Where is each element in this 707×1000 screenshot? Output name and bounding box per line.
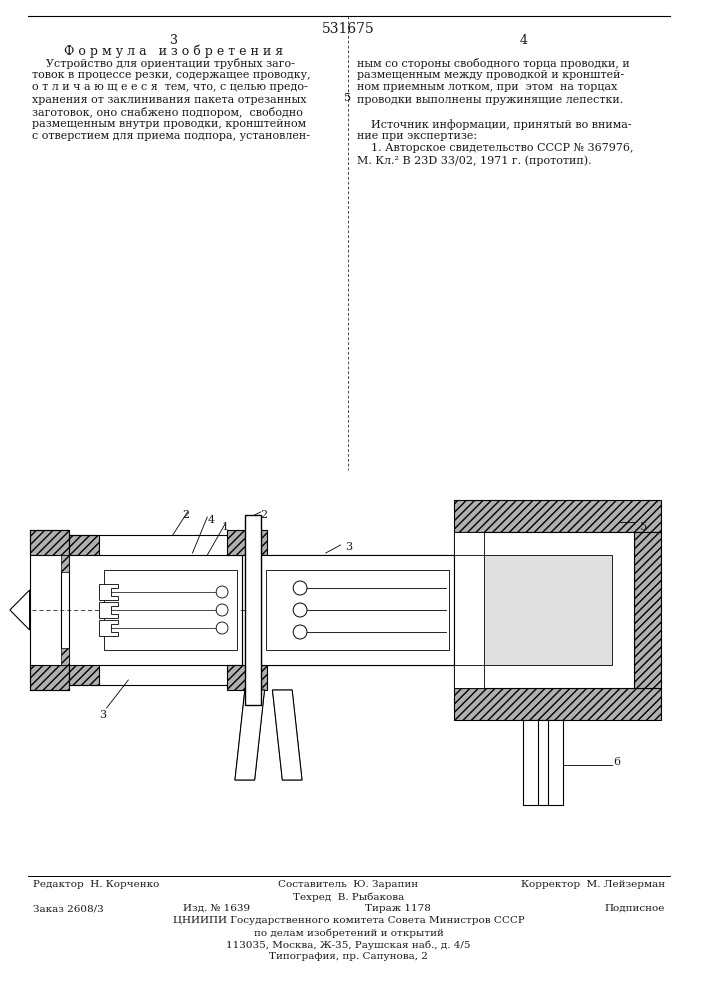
Text: 5: 5 <box>640 522 647 532</box>
Text: Заказ 2608/3: Заказ 2608/3 <box>33 904 103 913</box>
Text: заготовок, оно снабжено подпором,  свободно: заготовок, оно снабжено подпором, свобод… <box>32 107 303 118</box>
Text: 1: 1 <box>222 522 229 532</box>
Bar <box>104 570 237 650</box>
Text: хранения от заклинивания пакета отрезанных: хранения от заклинивания пакета отрезанн… <box>32 95 306 105</box>
Polygon shape <box>454 500 661 532</box>
Bar <box>454 532 484 555</box>
Text: 5: 5 <box>344 93 351 103</box>
Text: 113035, Москва, Ж-35, Раушская наб., д. 4/5: 113035, Москва, Ж-35, Раушская наб., д. … <box>226 940 471 950</box>
Text: Ф о р м у л а   и з о б р е т е н и я: Ф о р м у л а и з о б р е т е н и я <box>64 45 284 58</box>
Text: Устройство для ориентации трубных заго-: Устройство для ориентации трубных заго- <box>32 58 294 69</box>
Circle shape <box>293 625 307 639</box>
Text: Источник информации, принятый во внима-: Источник информации, принятый во внима- <box>357 119 632 130</box>
Bar <box>484 555 612 665</box>
Polygon shape <box>99 602 119 618</box>
Text: 3: 3 <box>99 710 106 720</box>
Text: 6: 6 <box>613 757 620 767</box>
Polygon shape <box>235 690 264 780</box>
Text: товок в процессе резки, содержащее проводку,: товок в процессе резки, содержащее прово… <box>32 70 310 80</box>
Text: по делам изобретений и открытий: по делам изобретений и открытий <box>254 928 443 938</box>
Text: с отверстием для приема подпора, установлен-: с отверстием для приема подпора, установ… <box>32 131 310 141</box>
Text: ЦНИИПИ Государственного комитета Совета Министров СССР: ЦНИИПИ Государственного комитета Совета … <box>173 916 525 925</box>
Text: 531675: 531675 <box>322 22 375 36</box>
Text: Изд. № 1639: Изд. № 1639 <box>182 904 250 913</box>
Polygon shape <box>30 665 69 690</box>
Circle shape <box>216 622 228 634</box>
Polygon shape <box>227 530 267 555</box>
Circle shape <box>293 581 307 595</box>
Text: 2: 2 <box>182 510 189 520</box>
Polygon shape <box>272 690 302 780</box>
Polygon shape <box>227 665 267 690</box>
Text: о т л и ч а ю щ е е с я  тем, что, с целью предо-: о т л и ч а ю щ е е с я тем, что, с цель… <box>32 82 308 92</box>
Text: 3: 3 <box>170 34 177 47</box>
Text: 3: 3 <box>346 542 353 552</box>
Text: М. Кл.² В 23D 33/02, 1971 г. (прототип).: М. Кл.² В 23D 33/02, 1971 г. (прототип). <box>357 156 592 166</box>
Text: Тираж 1178: Тираж 1178 <box>366 904 431 913</box>
Text: Составитель  Ю. Зарапин: Составитель Ю. Зарапин <box>279 880 419 889</box>
Text: Корректор  М. Лейзерман: Корректор М. Лейзерман <box>521 880 665 889</box>
Text: Техред  В. Рыбакова: Техред В. Рыбакова <box>293 892 404 902</box>
Bar <box>266 570 449 650</box>
Text: 4: 4 <box>519 34 527 47</box>
Text: ным со стороны свободного торца проводки, и: ным со стороны свободного торца проводки… <box>357 58 630 69</box>
Text: проводки выполнены пружинящие лепестки.: проводки выполнены пружинящие лепестки. <box>357 95 624 105</box>
Polygon shape <box>62 555 69 572</box>
Polygon shape <box>235 690 264 780</box>
Bar <box>245 515 261 705</box>
Polygon shape <box>99 620 119 636</box>
Circle shape <box>293 603 307 617</box>
Bar <box>69 535 242 685</box>
Text: 2: 2 <box>261 510 268 520</box>
Text: Типография, пр. Сапунова, 2: Типография, пр. Сапунова, 2 <box>269 952 428 961</box>
Bar <box>261 555 454 665</box>
Text: размещенным внутри проводки, кронштейном: размещенным внутри проводки, кронштейном <box>32 119 305 129</box>
Text: 1. Авторское свидетельство СССР № 367976,: 1. Авторское свидетельство СССР № 367976… <box>357 143 634 153</box>
Polygon shape <box>69 665 99 685</box>
Polygon shape <box>69 535 99 555</box>
Text: размещенным между проводкой и кронштей-: размещенным между проводкой и кронштей- <box>357 70 624 80</box>
Polygon shape <box>10 590 30 630</box>
Polygon shape <box>30 530 69 555</box>
Bar <box>454 532 633 688</box>
Text: Подписное: Подписное <box>605 904 665 913</box>
Polygon shape <box>99 584 119 600</box>
Circle shape <box>216 604 228 616</box>
Text: ние при экспертизе:: ние при экспертизе: <box>357 131 477 141</box>
Polygon shape <box>633 532 661 688</box>
Circle shape <box>216 586 228 598</box>
Polygon shape <box>272 690 302 780</box>
Text: ном приемным лотком, при  этом  на торцах: ном приемным лотком, при этом на торцах <box>357 82 618 92</box>
Text: 4: 4 <box>207 515 214 525</box>
Polygon shape <box>454 688 661 720</box>
Bar <box>454 665 484 688</box>
Bar <box>523 720 563 805</box>
Polygon shape <box>62 648 69 665</box>
Text: Редактор  Н. Корченко: Редактор Н. Корченко <box>33 880 159 889</box>
